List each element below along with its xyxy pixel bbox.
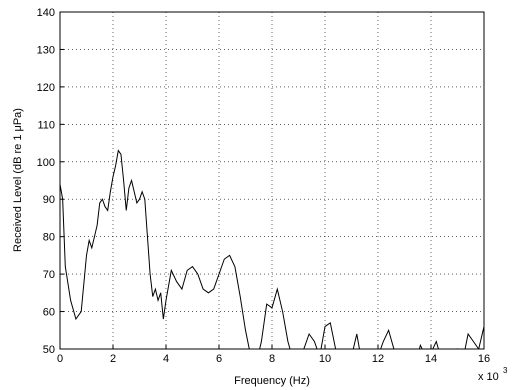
y-tick-label: 60 <box>43 307 55 319</box>
y-tick-label: 50 <box>43 344 55 356</box>
x-tick-label: 16 <box>478 353 490 365</box>
x-exponent: 3 <box>503 366 508 375</box>
x-tick-label: 14 <box>425 353 437 365</box>
x-multiplier: x 10 <box>478 371 499 383</box>
y-tick-label: 140 <box>37 7 55 19</box>
x-tick-label: 8 <box>269 353 275 365</box>
x-tick-label: 10 <box>319 353 331 365</box>
x-axis-label: Frequency (Hz) <box>234 375 310 387</box>
y-tick-label: 70 <box>43 269 55 281</box>
y-tick-label: 130 <box>37 44 55 56</box>
x-tick-label: 4 <box>163 353 169 365</box>
x-tick-label: 6 <box>216 353 222 365</box>
y-tick-label: 110 <box>37 119 55 131</box>
x-tick-label: 12 <box>372 353 384 365</box>
data-line <box>60 149 484 349</box>
x-tick-label: 2 <box>110 353 116 365</box>
y-axis-label: Received Level (dB re 1 μPa) <box>12 108 24 252</box>
y-tick-label: 100 <box>37 157 55 169</box>
y-tick-label: 120 <box>37 82 55 94</box>
y-tick-label: 80 <box>43 232 55 244</box>
x-tick-label: 0 <box>57 353 63 365</box>
y-tick-label: 90 <box>43 194 55 206</box>
